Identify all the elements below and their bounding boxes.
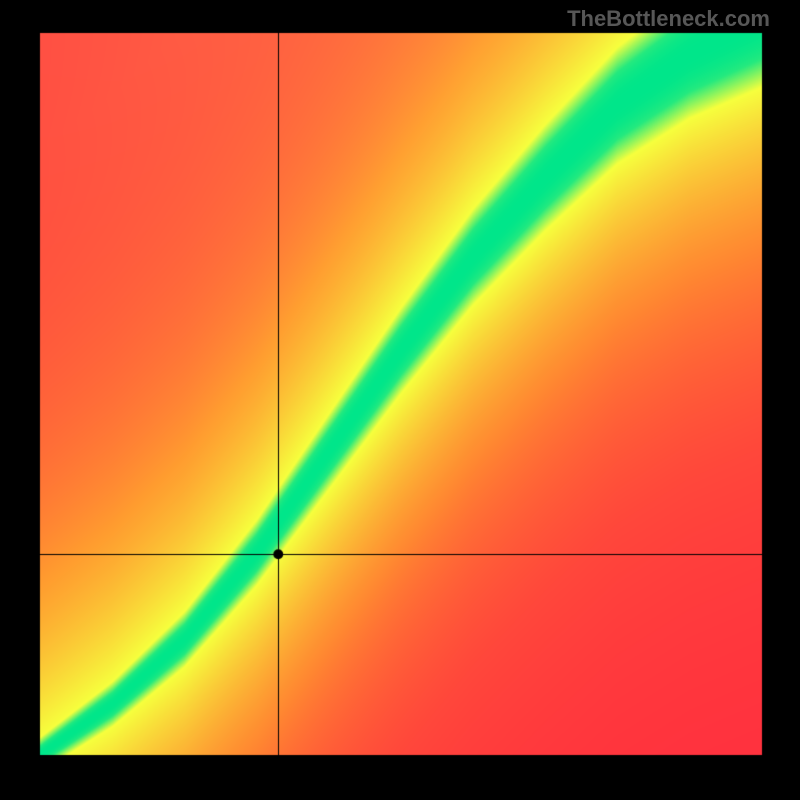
- bottleneck-heatmap: [0, 0, 800, 800]
- chart-container: TheBottleneck.com: [0, 0, 800, 800]
- watermark-label: TheBottleneck.com: [567, 6, 770, 32]
